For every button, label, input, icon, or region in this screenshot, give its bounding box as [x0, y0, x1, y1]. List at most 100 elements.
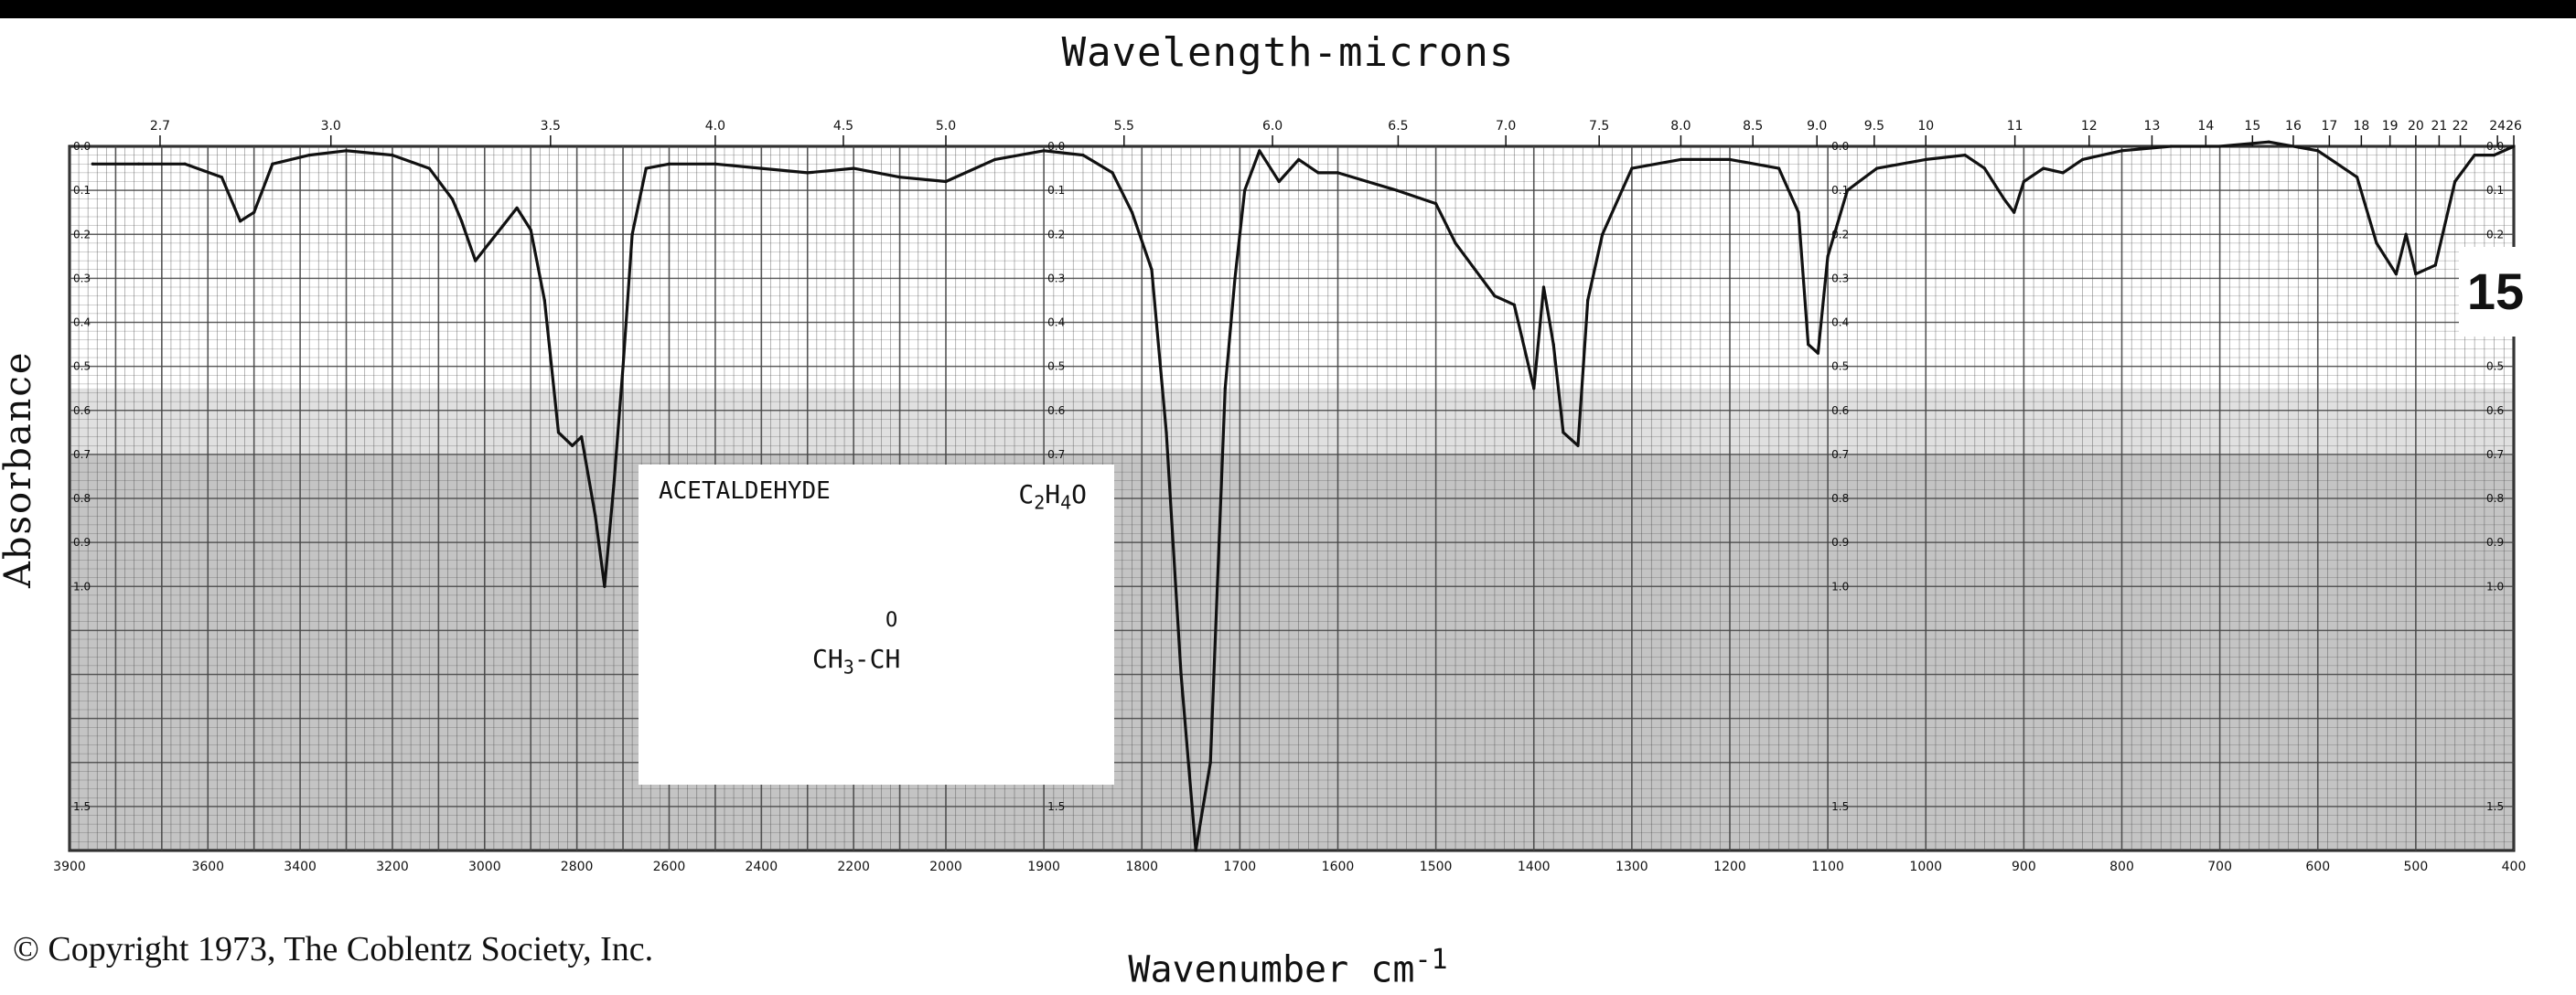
top-tick-label: 14 — [2197, 119, 2214, 134]
spectrum-point — [1081, 154, 1085, 157]
y-tick-label: 0.6 — [1831, 404, 1849, 417]
y-tick-label: 0.9 — [73, 536, 91, 549]
spectrum-point — [944, 179, 948, 184]
spectrum-point — [2061, 171, 2065, 175]
chart-grid — [68, 144, 2516, 852]
spectrum-point — [450, 198, 455, 201]
spectrum-point — [501, 224, 505, 228]
y-tick-label: 0.9 — [1831, 536, 1849, 549]
y-tick-label: 0.5 — [2486, 360, 2504, 373]
y-tick-label: 0.0 — [73, 140, 91, 153]
spectrum-point — [2169, 144, 2173, 148]
dense-band-2 — [70, 454, 2514, 851]
structure-oxygen: O — [886, 609, 898, 632]
y-tick-label: 0.1 — [1831, 184, 1849, 197]
spectrum-point — [1532, 387, 1536, 391]
top-tick-label: 18 — [2353, 119, 2369, 134]
y-tick-label: 0.1 — [2486, 184, 2504, 197]
y-tick-label: 0.4 — [1831, 316, 1849, 329]
spectrum-point — [2512, 144, 2516, 148]
spectrum-point — [2473, 154, 2476, 157]
spectrum-point — [1728, 157, 1732, 162]
top-tick-label: 4.5 — [833, 119, 853, 134]
y-tick-label: 0.2 — [1047, 228, 1065, 241]
spectrum-point — [1208, 761, 1212, 765]
y-tick-label: 0.0 — [1831, 140, 1849, 153]
structure-ch-tail: -CH — [853, 644, 901, 674]
spectrum-point — [2267, 140, 2270, 144]
spectrum-point — [2218, 144, 2222, 148]
top-tick-label: 8.5 — [1743, 119, 1763, 134]
y-tick-label: 0.5 — [73, 360, 91, 373]
top-tick-label: 19 — [2382, 119, 2399, 134]
spectrum-point — [2394, 272, 2399, 276]
y-tick-label: 0.6 — [1047, 404, 1065, 417]
top-tick-label: 15 — [2244, 119, 2260, 134]
top-tick-label: 4.0 — [705, 119, 725, 134]
top-tick-label: 3.0 — [321, 119, 341, 134]
spectrum-point — [1679, 157, 1683, 162]
top-tick-label: 2.7 — [150, 119, 170, 134]
top-tick-label: 17 — [2321, 119, 2337, 134]
formula-o: O — [1071, 479, 1087, 509]
spectrum-point — [2433, 263, 2437, 267]
x-tick-label: 800 — [2109, 860, 2134, 874]
spectrum-point — [580, 435, 584, 439]
x-tick-label: 700 — [2207, 860, 2232, 874]
y-tick-label: 0.7 — [2486, 448, 2504, 461]
top-tick-label: 11 — [2007, 119, 2023, 134]
spectrum-point — [667, 162, 671, 166]
y-tick-label: 0.0 — [2486, 140, 2504, 153]
y-tick-label: 0.8 — [1831, 492, 1849, 505]
x-tick-label: 1400 — [1518, 860, 1551, 874]
bottom-axis-exponent: -1 — [1414, 944, 1448, 976]
spectrum-point — [1845, 188, 1850, 192]
compound-info-box: ACETALDEHYDE C2H4O O CH3-CH — [639, 465, 1114, 785]
top-axis-title: Wavelength-microns — [1061, 29, 1515, 76]
top-black-border — [0, 0, 2576, 18]
spectrum-point — [427, 166, 431, 170]
copyright-notice: © Copyright 1973, The Coblentz Society, … — [13, 930, 654, 968]
spectrum-point — [252, 210, 256, 214]
y-tick-label: 0.2 — [73, 228, 91, 241]
x-tick-label: 3600 — [191, 860, 224, 874]
top-tick-label: 3.5 — [541, 119, 561, 134]
spectrum-point — [993, 157, 997, 162]
y-tick-label: 0.7 — [1047, 448, 1065, 461]
x-tick-label: 2200 — [837, 860, 870, 874]
spectrum-point — [1243, 188, 1247, 192]
y-tick-label: 1.0 — [73, 580, 91, 593]
spectrum-point — [2002, 198, 2006, 201]
x-tick-label: 900 — [2012, 860, 2036, 874]
spectrum-point — [2012, 210, 2016, 214]
y-tick-label: 0.6 — [2486, 404, 2504, 417]
spectrum-point — [1179, 672, 1183, 677]
spectrum-point — [1395, 188, 1399, 192]
y-tick-label: 0.0 — [1047, 140, 1065, 153]
spectrum-point — [630, 232, 634, 236]
top-tick-label: 20 — [2408, 119, 2424, 134]
y-tick-label: 1.5 — [2486, 800, 2504, 813]
spectrum-point — [2042, 166, 2045, 170]
spectrum-point — [1982, 166, 1987, 170]
spectrum-point — [220, 176, 223, 179]
x-tick-label: 1100 — [1811, 860, 1844, 874]
spectrum-point — [1297, 157, 1301, 162]
x-tick-label: 400 — [2502, 860, 2527, 874]
top-tick-label: 8.0 — [1670, 119, 1690, 134]
spectrum-point — [2120, 149, 2124, 153]
spectrum-point — [1875, 166, 1879, 170]
spectrum-point — [183, 162, 187, 166]
formula-c-count: 2 — [1034, 491, 1046, 514]
y-tick-label: 0.3 — [73, 272, 91, 284]
spectrum-point — [137, 162, 141, 166]
bottom-tick-labels: 3900 3600 3400 3200 3000 2800 2600 2400 2200 2000… — [53, 860, 2526, 874]
compound-formula: C2H4O — [1018, 479, 1087, 514]
spectrum-point — [1111, 171, 1114, 175]
spectrum-point — [1336, 171, 1340, 175]
spectrum-point — [1194, 849, 1197, 852]
top-tick-label: 6.0 — [1262, 119, 1283, 134]
spectrum-point — [1601, 232, 1605, 236]
spectrum-point — [391, 154, 394, 157]
